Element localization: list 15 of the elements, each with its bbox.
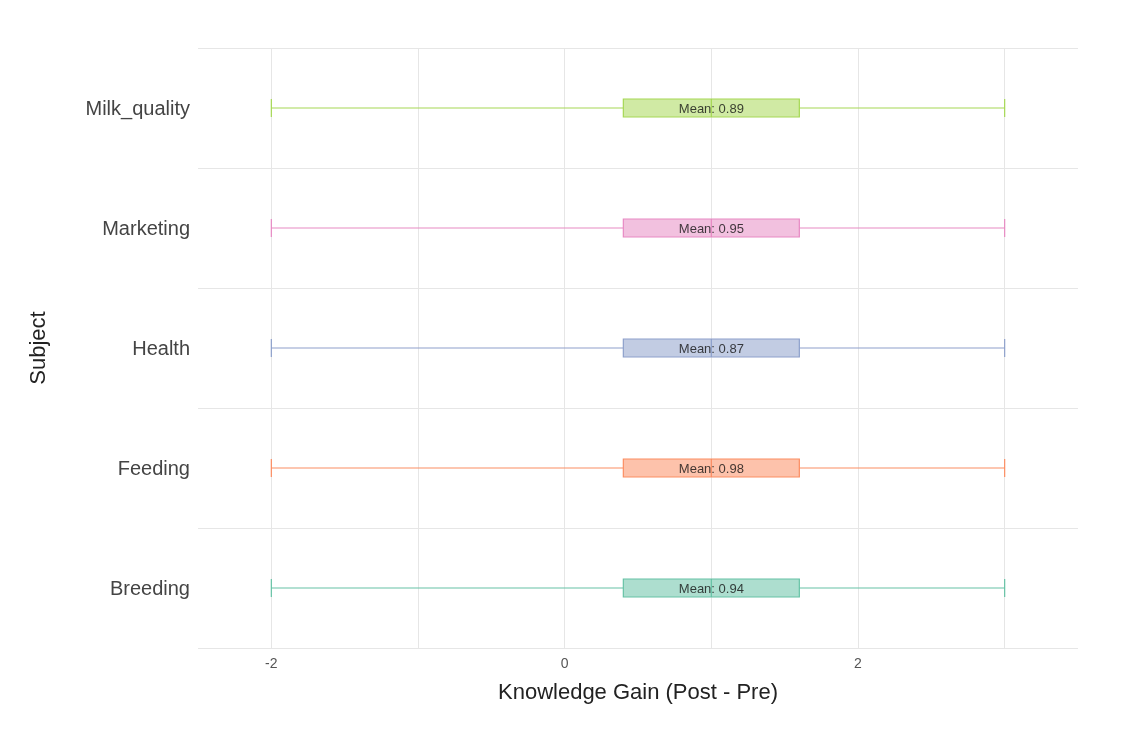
annotation: Mean: 0.89 bbox=[678, 100, 744, 116]
y-tick-label: Marketing bbox=[102, 217, 190, 239]
x-tick-label: 2 bbox=[854, 655, 863, 671]
y-tick-label: Health bbox=[132, 337, 190, 359]
y-tick-label: Feeding bbox=[117, 457, 190, 479]
x-axis-title: Knowledge Gain (Post - Pre) bbox=[497, 678, 779, 704]
annotation: Mean: 0.87 bbox=[678, 340, 744, 356]
x-tick-label: -2 bbox=[265, 655, 278, 671]
y-axis-title: Subject bbox=[24, 311, 50, 385]
y-tick-label: Milk_quality bbox=[85, 97, 190, 120]
annotation: Mean: 0.95 bbox=[678, 220, 744, 236]
y-tick-label: Breeding bbox=[109, 577, 190, 599]
annotation: Mean: 0.94 bbox=[678, 580, 744, 596]
x-tick-label: 0 bbox=[560, 655, 569, 671]
annotation: Mean: 0.98 bbox=[678, 460, 744, 476]
